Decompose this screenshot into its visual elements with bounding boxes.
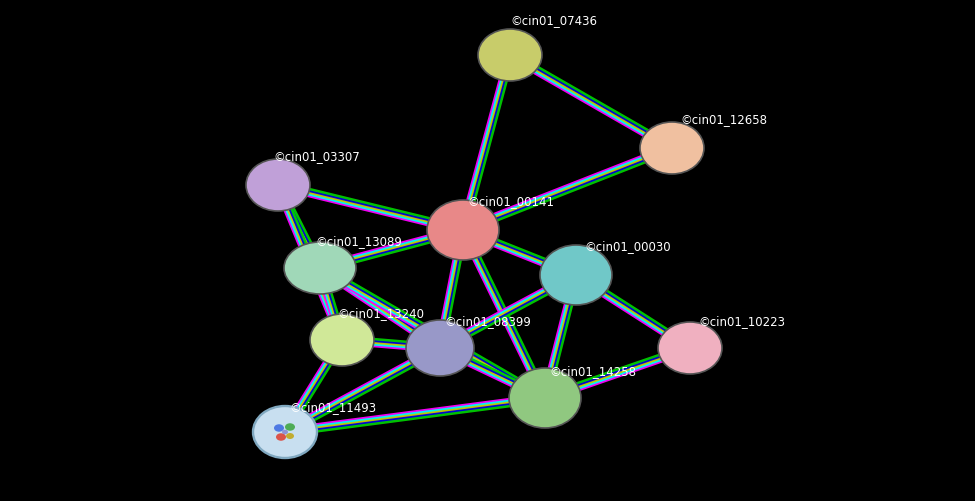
Text: ©cin01_08399: ©cin01_08399: [444, 315, 530, 328]
Text: ©cin01_11493: ©cin01_11493: [289, 401, 376, 414]
Text: ©cin01_10223: ©cin01_10223: [698, 315, 785, 328]
Text: ©cin01_13240: ©cin01_13240: [337, 307, 424, 320]
Ellipse shape: [640, 122, 704, 174]
Ellipse shape: [310, 314, 374, 366]
Ellipse shape: [286, 433, 294, 439]
Ellipse shape: [253, 406, 317, 458]
Text: ©cin01_03307: ©cin01_03307: [273, 150, 360, 163]
Text: ©cin01_00141: ©cin01_00141: [467, 195, 554, 208]
Ellipse shape: [285, 423, 295, 431]
Text: ©cin01_00030: ©cin01_00030: [584, 240, 671, 253]
Text: ©cin01_13089: ©cin01_13089: [315, 235, 402, 248]
Ellipse shape: [276, 433, 286, 441]
Ellipse shape: [282, 430, 288, 434]
Ellipse shape: [427, 200, 499, 260]
Text: ©cin01_12658: ©cin01_12658: [680, 113, 767, 126]
Ellipse shape: [540, 245, 612, 305]
Ellipse shape: [284, 242, 356, 294]
Ellipse shape: [406, 320, 474, 376]
Ellipse shape: [274, 424, 284, 432]
Text: ©cin01_07436: ©cin01_07436: [510, 14, 597, 27]
Ellipse shape: [658, 322, 722, 374]
Text: ©cin01_14258: ©cin01_14258: [549, 365, 636, 378]
Ellipse shape: [509, 368, 581, 428]
Ellipse shape: [478, 29, 542, 81]
Ellipse shape: [246, 159, 310, 211]
